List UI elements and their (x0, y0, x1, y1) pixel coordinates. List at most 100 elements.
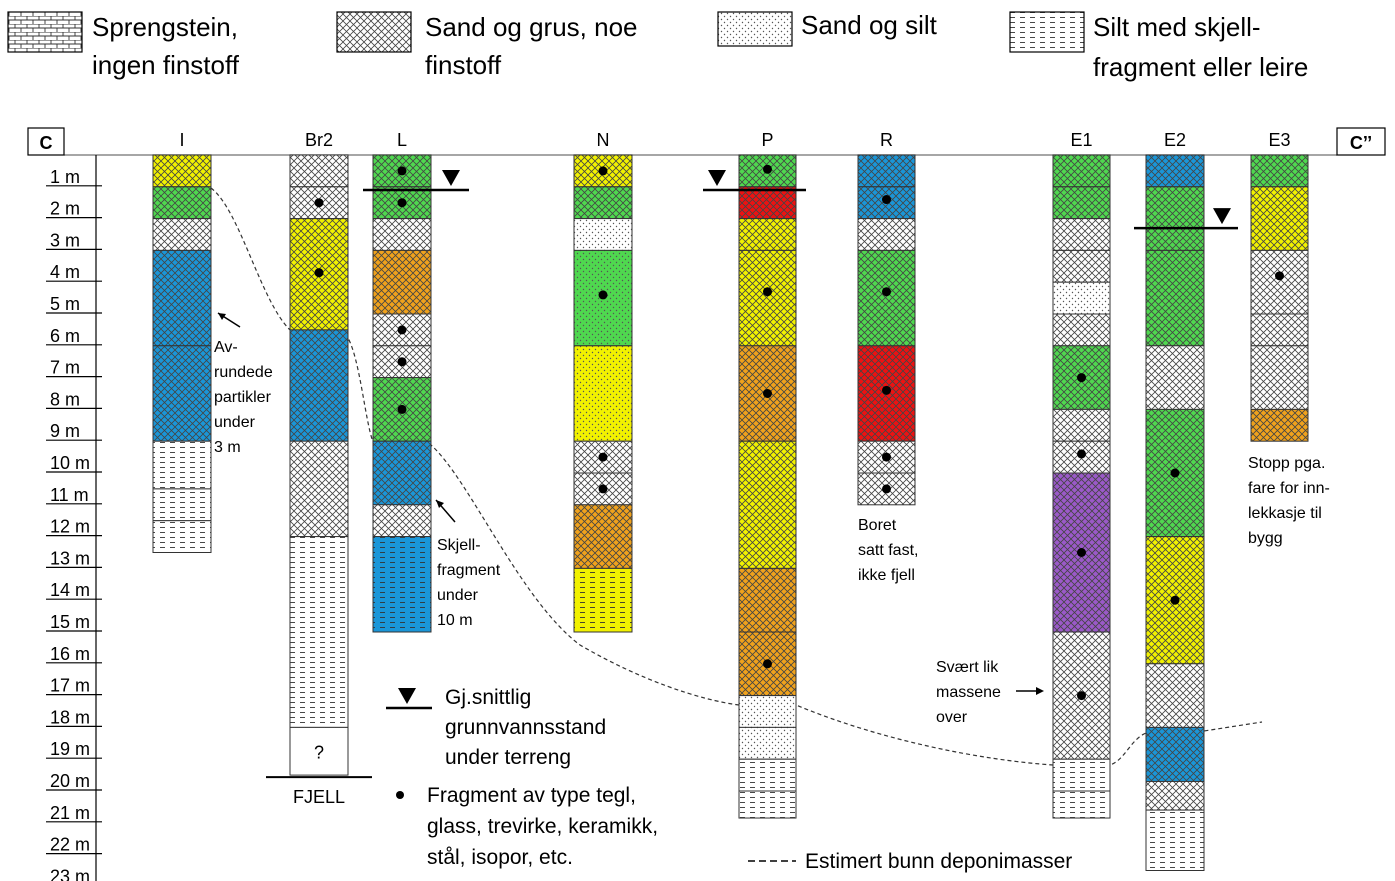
borehole-label: I (179, 130, 184, 150)
depth-label: 13 m (50, 548, 90, 568)
depth-label: 20 m (50, 771, 90, 791)
note-line: fare for inn- (1248, 480, 1330, 497)
borehole-p: P (738, 130, 797, 819)
fragment-dot (397, 166, 407, 176)
legend-swatch-brick (7, 11, 83, 53)
layer-pattern-cross (738, 631, 797, 697)
borehole-e3: E3 (1250, 130, 1309, 442)
borehole-n: N (573, 130, 633, 633)
fragment-legend-text: stål, isopor, etc. (427, 846, 573, 869)
legend-label: Sprengstein, (92, 12, 238, 42)
fragment-dot (397, 325, 407, 335)
annotation-r: Boret satt fast, ikke fjell (858, 517, 918, 584)
depth-label: 6 m (50, 326, 80, 346)
layer-pattern-cross (1145, 249, 1205, 347)
layer-pattern-dash (152, 488, 212, 522)
layer-pattern-cross (1145, 345, 1205, 410)
water-legend-text: under terreng (445, 746, 571, 769)
legend-item-sand-silt: Sand og silt (717, 10, 938, 47)
note-line: Skjell- (437, 537, 481, 554)
arrow-head-icon (1036, 687, 1044, 695)
section-start-box (27, 127, 65, 156)
depth-label: 14 m (50, 580, 90, 600)
fragment-legend: Fragment av type tegl, glass, trevirke, … (396, 784, 658, 869)
layer-pattern-dash (152, 520, 212, 554)
water-legend-text: grunnvannsstand (445, 716, 606, 739)
note-line: rundede (214, 364, 273, 381)
layer-pattern-cross (152, 345, 212, 442)
legend-label: Sand og grus, noe (425, 12, 638, 42)
note-line: 10 m (437, 612, 473, 629)
annotation-l: Skjell- fragment under 10 m (435, 499, 501, 629)
borehole-br2: Br2? FJELL (266, 130, 372, 807)
depth-label: 21 m (50, 803, 90, 823)
depth-label: 3 m (50, 230, 80, 250)
legend-label: ingen finstoff (92, 50, 240, 80)
boreholes: I Br2? FJELL L N P R E1 E2 E3 (152, 130, 1309, 872)
layer-pattern-dots (573, 345, 633, 442)
depth-label: 8 m (50, 389, 80, 409)
layer-pattern-cross (738, 567, 797, 633)
fragment-dot (314, 268, 324, 278)
fragment-dot (882, 385, 891, 395)
depth-label: 19 m (50, 739, 90, 759)
layer-pattern-cross (1052, 218, 1111, 251)
fragment-dot (598, 452, 608, 462)
layer-pattern-dots (1052, 281, 1111, 315)
fragment-legend-text: glass, trevirke, keramikk, (427, 815, 658, 838)
layer-pattern-dash (289, 536, 349, 728)
layer-pattern-cross (573, 504, 633, 569)
note-line: under (437, 587, 479, 604)
note-line: fragment (437, 562, 501, 579)
layer-pattern-dash (1145, 809, 1205, 872)
layer-pattern-cross (372, 504, 432, 538)
fragment-dot (1170, 468, 1180, 478)
depth-label: 23 m (50, 866, 90, 881)
borehole-r: R (857, 130, 916, 506)
unknown-marker: ? (314, 742, 324, 762)
layer-pattern-cross (289, 329, 349, 442)
fragment-dot (1170, 595, 1180, 605)
borehole-label: Br2 (305, 130, 333, 150)
note-line: lekkasje til (1248, 505, 1322, 522)
borehole-label: P (761, 130, 773, 150)
layer-pattern-cross (372, 440, 432, 506)
legend-label: fragment eller leire (1093, 52, 1308, 82)
section-frame: C C’’ (27, 127, 1386, 156)
borehole-l: L (372, 130, 432, 633)
fragment-dot (598, 484, 608, 494)
borehole-label: E3 (1268, 130, 1290, 150)
note-line: 3 m (214, 439, 241, 456)
layer-pattern-cross (1250, 154, 1309, 188)
depth-label: 9 m (50, 421, 80, 441)
borehole-label: L (397, 130, 407, 150)
water-level-triangle-icon (442, 169, 460, 186)
note-line: Av- (214, 339, 238, 356)
bedrock-label: FJELL (293, 787, 345, 807)
fragment-dot (763, 164, 772, 174)
legend-item-sand-grus: Sand og grus, noe finstoff (336, 11, 638, 80)
depth-scale: 1 m 2 m 3 m 4 m 5 m 6 m 7 m 8 m 9 m 10 m 11 m 12 m 1… (46, 155, 102, 881)
fragment-dot (882, 452, 891, 462)
layer-pattern-cross (857, 218, 916, 251)
note-line: Stopp pga. (1248, 455, 1325, 472)
note-line: partikler (214, 389, 272, 406)
depth-label: 4 m (50, 262, 80, 282)
depth-label: 17 m (50, 676, 90, 696)
fragment-dot (598, 290, 608, 300)
layer-pattern-cross (1145, 154, 1205, 188)
layer-pattern-dash (738, 758, 797, 792)
annotation-e3: Stopp pga. fare for inn- lekkasje til by… (1248, 455, 1330, 547)
water-level-legend: Gj.snittlig grunnvannsstand under terren… (386, 686, 606, 769)
borehole-label: N (597, 130, 610, 150)
layer-pattern-cross (738, 249, 797, 347)
layer-pattern-cross (738, 440, 797, 569)
fragment-dot (397, 357, 407, 367)
fragment-dot (763, 659, 772, 669)
legend-item-sprengstein: Sprengstein, ingen finstoff (7, 11, 240, 80)
depth-label: 18 m (50, 707, 90, 727)
fragment-dot (1077, 449, 1086, 459)
layer-pattern-cross (1145, 780, 1205, 811)
depth-label: 2 m (50, 199, 80, 219)
legend-swatch-dash (1009, 11, 1085, 53)
